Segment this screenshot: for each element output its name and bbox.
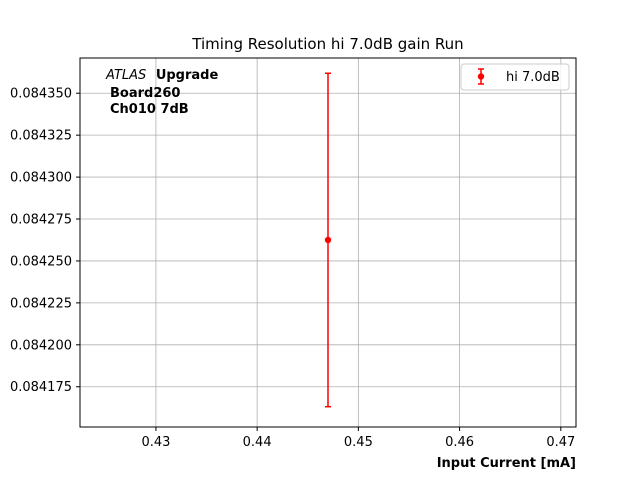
- x-tick-label: 0.43: [141, 435, 170, 450]
- legend-entry-label: hi 7.0dB: [506, 70, 560, 85]
- annotation-board: Board260: [110, 86, 180, 101]
- legend-point: [477, 73, 485, 80]
- annotation-line-1: ATLAS Upgrade: [105, 68, 218, 83]
- plot-frame: [79, 57, 577, 428]
- x-axis-label: Input Current [mA]: [437, 456, 576, 471]
- data-point: [324, 236, 332, 244]
- y-tick-label: 0.084325: [10, 129, 72, 144]
- data-layer: [324, 72, 332, 408]
- legend-box: [460, 63, 570, 91]
- y-tick-label: 0.084250: [10, 254, 72, 269]
- atlas-annotation: ATLAS Upgrade Board260 Ch010 7dB: [105, 68, 218, 117]
- x-tick-label: 0.44: [243, 435, 272, 450]
- x-tick-label: 0.46: [445, 435, 474, 450]
- y-tick-label: 0.084300: [10, 171, 72, 186]
- annotation-upgrade: Upgrade: [156, 68, 219, 83]
- ticks: 0.43 0.44 0.45 0.46 0.47 0.084175 0.084200 0.08…: [10, 87, 575, 450]
- x-tick-label: 0.45: [344, 435, 373, 450]
- legend-marker: [477, 68, 485, 85]
- annotation-channel: Ch010 7dB: [110, 102, 189, 117]
- y-tick-label: 0.084225: [10, 296, 72, 311]
- y-tick-label: 0.084275: [10, 213, 72, 228]
- y-tick-label: 0.084350: [10, 87, 72, 102]
- x-tick-label: 0.47: [546, 435, 575, 450]
- y-tick-label: 0.084175: [10, 380, 72, 395]
- annotation-atlas: ATLAS: [105, 68, 146, 83]
- chart-title: Timing Resolution hi 7.0dB gain Run: [191, 35, 463, 53]
- y-tick-label: 0.084200: [10, 338, 72, 353]
- legend: hi 7.0dB: [460, 63, 570, 91]
